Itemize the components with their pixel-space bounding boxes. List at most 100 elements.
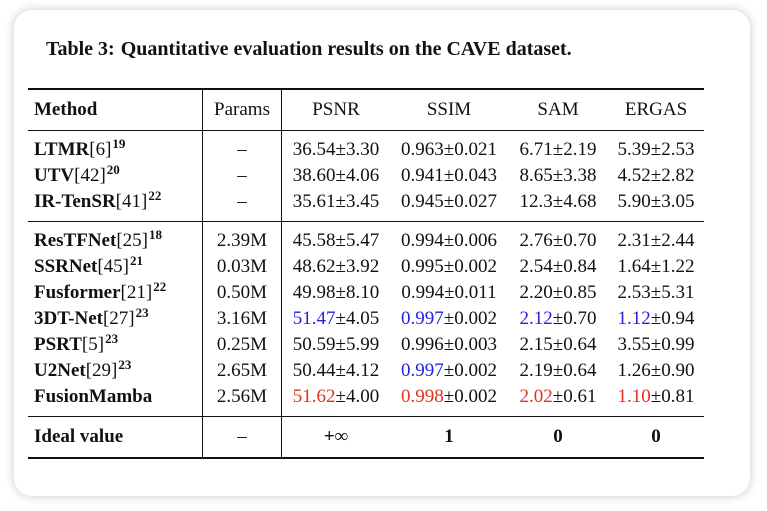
table-row: FusionMamba 2.56M 51.62±4.00 0.998±0.002… [28,384,704,417]
table-row: SSRNet[45]21 0.03M 48.62±3.92 0.995±0.00… [28,254,704,280]
ergas-cell: 5.90±3.05 [617,191,695,212]
sam-cell: 2.76±0.70 [519,230,597,251]
table-caption: Table 3: Quantitative evaluation results … [46,38,572,61]
ssim-cell: 0.995±0.002 [401,256,497,277]
header-ssim: SSIM [426,99,472,120]
ideal-ergas: 0 [651,426,661,447]
table-row: 3DT-Net[27]23 3.16M 51.47±4.05 0.997±0.0… [28,306,704,332]
table-row: PSRT[5]23 0.25M 50.59±5.99 0.996±0.003 2… [28,332,704,358]
sam-cell: 12.3±4.68 [519,191,597,212]
caption-text: Quantitative evaluation results on the C… [120,38,572,60]
second-best-value: 1.12 [617,308,651,329]
header-ergas: ERGAS [624,99,688,120]
ergas-cell: 1.10±0.81 [617,386,695,407]
header-method: Method [28,89,203,131]
table-row: LTMR[6]19 – 36.54±3.30 0.963±0.021 6.71±… [28,130,704,163]
header-sam: SAM [537,99,579,120]
table-row: ResTFNet[25]18 2.39M 45.58±5.47 0.994±0.… [28,221,704,254]
best-value: 1.10 [617,386,651,407]
method-cell: 3DT-Net[27]23 [28,306,203,332]
second-best-value: 2.12 [519,308,553,329]
second-best-value: 0.997 [401,308,444,329]
params-cell: 3.16M [202,306,282,332]
psnr-cell: 51.62±4.00 [292,386,380,407]
ergas-cell: 2.53±5.31 [617,282,695,303]
table-row: UTV[42]20 – 38.60±4.06 0.941±0.043 8.65±… [28,163,704,189]
params-cell: – [202,189,282,222]
ssim-cell: 0.998±0.002 [401,386,497,407]
ergas-cell: 5.39±2.53 [617,139,695,160]
params-cell: 2.39M [202,221,282,254]
caption-label: Table 3: [46,38,115,60]
psnr-cell: 49.98±8.10 [292,282,380,303]
header-psnr: PSNR [312,99,360,120]
method-cell: FusionMamba [28,384,203,417]
sam-cell: 2.20±0.85 [519,282,597,303]
sam-cell: 2.15±0.64 [519,334,597,355]
params-cell: 0.25M [202,332,282,358]
ssim-cell: 0.994±0.006 [401,230,497,251]
table-row: Fusformer[21]22 0.50M 49.98±8.10 0.994±0… [28,280,704,306]
ideal-params: – [202,416,282,458]
ssim-cell: 0.941±0.043 [401,165,497,186]
best-value: 0.998 [401,386,444,407]
ssim-cell: 0.963±0.021 [401,139,497,160]
params-cell: 0.50M [202,280,282,306]
method-cell: U2Net[29]23 [28,358,203,384]
psnr-cell: 38.60±4.06 [292,165,380,186]
ssim-cell: 0.945±0.027 [401,191,497,212]
ergas-cell: 4.52±2.82 [617,165,695,186]
method-cell: UTV[42]20 [28,163,203,189]
ideal-psnr: +∞ [323,426,349,447]
psnr-cell: 50.59±5.99 [292,334,380,355]
ssim-cell: 0.996±0.003 [401,334,497,355]
params-cell: – [202,130,282,163]
psnr-cell: 45.58±5.47 [292,230,380,251]
group-ideal: Ideal value – +∞ 1 0 0 [28,416,704,458]
params-cell: – [202,163,282,189]
sam-cell: 6.71±2.19 [519,139,597,160]
method-cell: PSRT[5]23 [28,332,203,358]
psnr-cell: 36.54±3.30 [292,139,380,160]
sam-cell: 2.54±0.84 [519,256,597,277]
header-params: Params [202,89,282,131]
best-value: 51.62 [292,386,336,407]
psnr-cell: 50.44±4.12 [292,360,380,381]
ideal-ssim: 1 [444,426,454,447]
ideal-row: Ideal value – +∞ 1 0 0 [28,416,704,458]
table-row: U2Net[29]23 2.65M 50.44±4.12 0.997±0.002… [28,358,704,384]
header-row: Method Params PSNR SSIM SAM ERGAS [28,89,704,131]
best-value: 2.02 [519,386,553,407]
params-cell: 2.65M [202,358,282,384]
method-cell: LTMR[6]19 [28,130,203,163]
group-deep-learning: ResTFNet[25]18 2.39M 45.58±5.47 0.994±0.… [28,221,704,417]
ssim-cell: 0.997±0.002 [401,360,497,381]
sam-cell: 8.65±3.38 [519,165,597,186]
second-best-value: 51.47 [292,308,336,329]
ideal-sam: 0 [553,426,563,447]
sam-cell: 2.02±0.61 [519,386,597,407]
params-cell: 0.03M [202,254,282,280]
method-cell: SSRNet[45]21 [28,254,203,280]
table-row: IR-TenSR[41]22 – 35.61±3.45 0.945±0.027 … [28,189,704,222]
psnr-cell: 35.61±3.45 [292,191,380,212]
method-cell: ResTFNet[25]18 [28,221,203,254]
ergas-cell: 1.26±0.90 [617,360,695,381]
group-traditional: LTMR[6]19 – 36.54±3.30 0.963±0.021 6.71±… [28,130,704,222]
ergas-cell: 2.31±2.44 [617,230,695,251]
method-cell: Fusformer[21]22 [28,280,203,306]
ssim-cell: 0.997±0.002 [401,308,497,329]
psnr-cell: 51.47±4.05 [292,308,380,329]
params-cell: 2.56M [202,384,282,417]
sam-cell: 2.19±0.64 [519,360,597,381]
ideal-label: Ideal value [28,416,203,458]
second-best-value: 0.997 [401,360,444,381]
ergas-cell: 1.12±0.94 [617,308,695,329]
ergas-cell: 1.64±1.22 [617,256,695,277]
ssim-cell: 0.994±0.011 [401,282,497,303]
method-cell: IR-TenSR[41]22 [28,189,203,222]
results-table: Method Params PSNR SSIM SAM ERGAS LTMR[6… [28,88,704,459]
ergas-cell: 3.55±0.99 [617,334,695,355]
sam-cell: 2.12±0.70 [519,308,597,329]
psnr-cell: 48.62±3.92 [292,256,380,277]
